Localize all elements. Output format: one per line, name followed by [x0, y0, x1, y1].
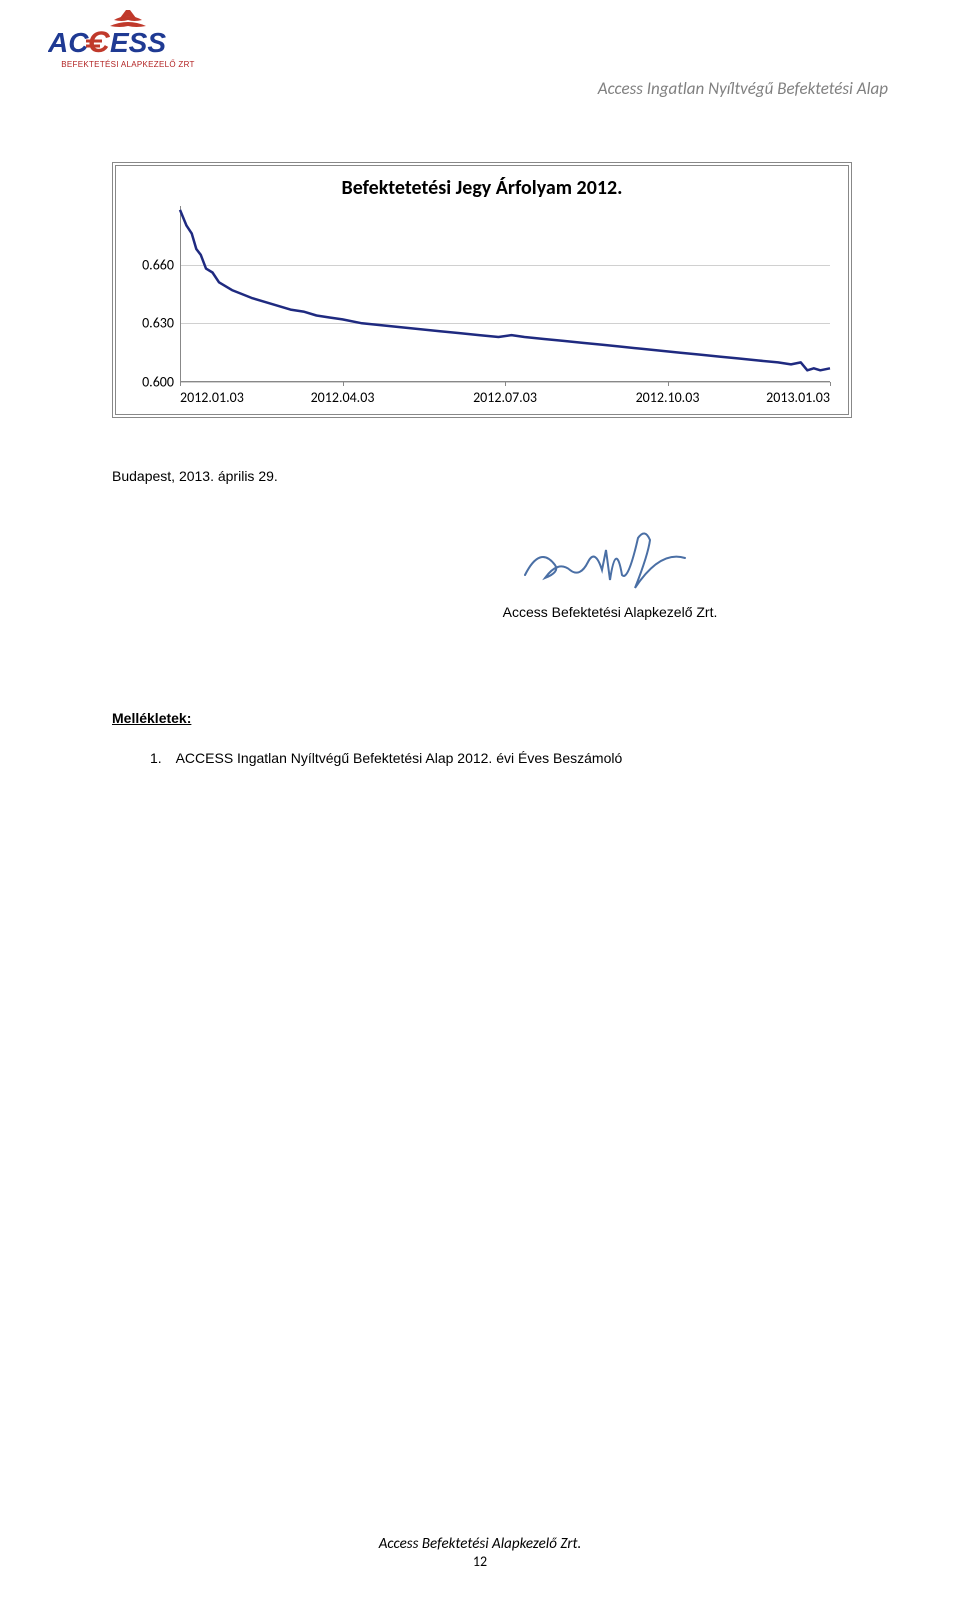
chart-plot-area: 0.6000.6300.6602012.01.032012.04.032012.… [130, 206, 834, 406]
logo-subtitle: BEFEKTETÉSI ALAPKEZELŐ ZRT [48, 60, 208, 69]
footer-page-number: 12 [0, 1553, 960, 1570]
chart-line-svg [130, 206, 834, 406]
chart-title: Befektetetési Jegy Árfolyam 2012. [130, 176, 834, 200]
page-header: AC C ESS BEFEKTETÉSI ALAPKEZELŐ ZRT Acce… [0, 0, 960, 100]
page-footer: Access Befektetési Alapkezelő Zrt. 12 [0, 1535, 960, 1570]
price-chart: Befektetetési Jegy Árfolyam 2012. 0.6000… [112, 162, 852, 418]
svg-text:AC: AC [48, 27, 89, 58]
attachment-1-text: ACCESS Ingatlan Nyíltvégű Befektetési Al… [176, 750, 623, 766]
signature-icon [510, 520, 710, 600]
company-logo: AC C ESS BEFEKTETÉSI ALAPKEZELŐ ZRT [48, 8, 208, 69]
document-title: Access Ingatlan Nyíltvégű Befektetési Al… [598, 78, 888, 99]
signature-caption: Access Befektetési Alapkezelő Zrt. [480, 604, 740, 620]
attachments-heading: Mellékletek: [112, 710, 191, 726]
attachment-1-number: 1. [150, 750, 162, 766]
date-place: Budapest, 2013. április 29. [112, 468, 278, 484]
attachment-item-1: 1. ACCESS Ingatlan Nyíltvégű Befektetési… [150, 750, 622, 766]
svg-text:ESS: ESS [110, 27, 166, 58]
footer-company: Access Befektetési Alapkezelő Zrt. [0, 1535, 960, 1553]
access-logo-icon: AC C ESS [48, 8, 208, 58]
signature-block: Access Befektetési Alapkezelő Zrt. [480, 520, 740, 620]
